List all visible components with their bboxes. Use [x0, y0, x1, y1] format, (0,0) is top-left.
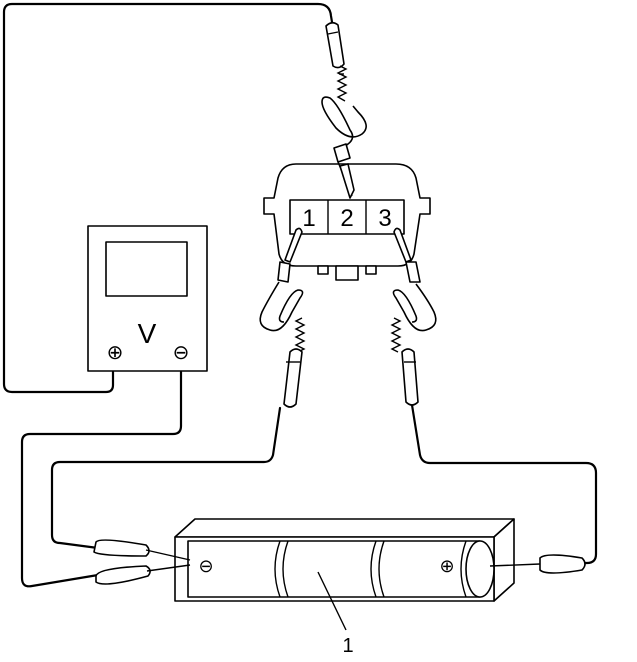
- battery-negative-terminal: ⊖: [198, 556, 213, 576]
- voltmeter: [87, 225, 208, 372]
- battery-positive-terminal: ⊕: [439, 556, 454, 576]
- left-test-probe: [259, 227, 306, 408]
- callout-1-leader: [317, 571, 347, 631]
- voltmeter-negative-wire: [20, 370, 183, 588]
- callout-1-label: 1: [342, 635, 353, 657]
- voltmeter-negative-terminal: ⊖: [173, 342, 190, 364]
- connector-pin-2-label: 2: [340, 205, 353, 232]
- terminal-3-wire: [410, 403, 598, 565]
- voltmeter-display: [105, 241, 188, 297]
- voltmeter-positive-terminal: ⊕: [107, 342, 124, 364]
- connector-pin-3-label: 3: [378, 205, 391, 232]
- battery-negative-plugs: [93, 539, 191, 585]
- battery-positive-plug: [489, 554, 586, 574]
- battery-pack: [174, 518, 515, 602]
- right-test-probe: [390, 227, 437, 406]
- connector-pin-1-label: 1: [302, 205, 315, 232]
- top-test-probe: [321, 21, 367, 199]
- voltmeter-positive-wire: [2, 2, 334, 394]
- connector-housing: [263, 163, 431, 281]
- terminal-1-wire: [50, 406, 282, 550]
- voltmeter-unit-label: V: [138, 318, 157, 349]
